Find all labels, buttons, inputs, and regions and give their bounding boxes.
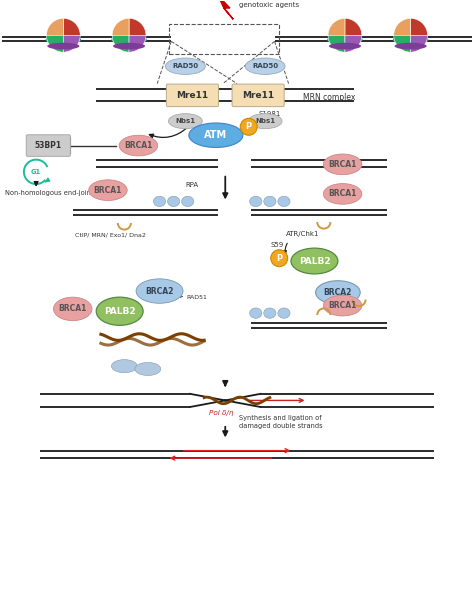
Text: Nbs1: Nbs1 [175,118,195,124]
FancyBboxPatch shape [26,135,70,156]
Ellipse shape [46,34,81,45]
Ellipse shape [96,297,143,326]
Text: BRCA1: BRCA1 [328,301,357,310]
Ellipse shape [119,135,158,156]
Wedge shape [46,18,64,36]
Text: S59: S59 [271,242,284,248]
Wedge shape [328,18,345,36]
FancyBboxPatch shape [232,84,284,107]
Text: PALB2: PALB2 [299,256,330,265]
Ellipse shape [329,43,361,50]
Text: Pol δ/η: Pol δ/η [209,411,233,416]
Text: P: P [276,254,283,263]
Text: RAD51: RAD51 [186,295,207,300]
Text: genotoxic agents: genotoxic agents [239,2,300,8]
Wedge shape [64,18,80,36]
Ellipse shape [136,279,183,303]
Text: Synthesis and ligation of
damaged double strands: Synthesis and ligation of damaged double… [239,416,323,430]
Wedge shape [394,18,410,36]
Text: BRCA1: BRCA1 [94,186,122,195]
Wedge shape [129,36,146,52]
Ellipse shape [89,180,127,200]
Ellipse shape [111,360,137,373]
Ellipse shape [316,281,360,304]
Text: CtlP/ MRN/ Exo1/ Dna2: CtlP/ MRN/ Exo1/ Dna2 [75,232,146,237]
Text: RPA: RPA [185,182,199,188]
Text: BRCA1: BRCA1 [124,141,153,150]
Ellipse shape [113,43,145,50]
Polygon shape [218,0,233,20]
Wedge shape [112,18,129,36]
Ellipse shape [291,248,338,274]
Ellipse shape [393,34,428,45]
Ellipse shape [394,43,427,50]
Text: ATR/Chk1: ATR/Chk1 [286,231,320,237]
Ellipse shape [250,308,262,318]
Text: 53BP1: 53BP1 [35,141,62,150]
Text: Nbs1: Nbs1 [255,118,275,124]
Ellipse shape [189,123,243,148]
Ellipse shape [278,196,290,207]
Text: G1: G1 [31,169,41,175]
Text: S1981: S1981 [258,110,281,116]
Wedge shape [345,36,362,52]
Ellipse shape [135,362,161,376]
Ellipse shape [250,196,262,207]
Wedge shape [46,36,64,52]
Ellipse shape [47,43,80,50]
Text: BRCA2: BRCA2 [146,286,174,295]
Ellipse shape [323,295,362,316]
Ellipse shape [54,297,92,321]
Text: Non-homologous end-joining: Non-homologous end-joining [5,190,101,196]
Ellipse shape [168,113,202,129]
Text: Mre11: Mre11 [242,91,274,100]
Ellipse shape [182,196,194,207]
Text: BRCA1: BRCA1 [328,189,357,199]
Ellipse shape [271,249,288,267]
Text: P: P [246,123,252,131]
Ellipse shape [154,196,165,207]
Text: PALB2: PALB2 [104,306,136,316]
Text: Mre11: Mre11 [176,91,209,100]
Ellipse shape [111,34,147,45]
Wedge shape [345,18,362,36]
Text: MRN complex: MRN complex [303,93,355,102]
Wedge shape [129,18,146,36]
Wedge shape [328,36,345,52]
Text: RAD50: RAD50 [252,63,278,69]
Ellipse shape [167,196,180,207]
Bar [169,24,279,54]
Ellipse shape [327,34,363,45]
Wedge shape [112,36,129,52]
Ellipse shape [248,113,282,129]
Text: RAD50: RAD50 [173,63,199,69]
Text: ATM: ATM [204,130,228,140]
Ellipse shape [264,196,276,207]
Text: BRCA1: BRCA1 [328,160,357,169]
FancyBboxPatch shape [166,84,219,107]
Wedge shape [410,36,428,52]
Ellipse shape [240,118,257,135]
Ellipse shape [165,58,205,74]
Text: BRCA2: BRCA2 [324,288,352,297]
Ellipse shape [323,183,362,204]
Text: BRCA1: BRCA1 [59,305,87,313]
Ellipse shape [245,58,285,74]
Wedge shape [410,18,428,36]
Wedge shape [64,36,80,52]
Ellipse shape [278,308,290,318]
Ellipse shape [264,308,276,318]
Ellipse shape [323,154,362,175]
Wedge shape [394,36,410,52]
